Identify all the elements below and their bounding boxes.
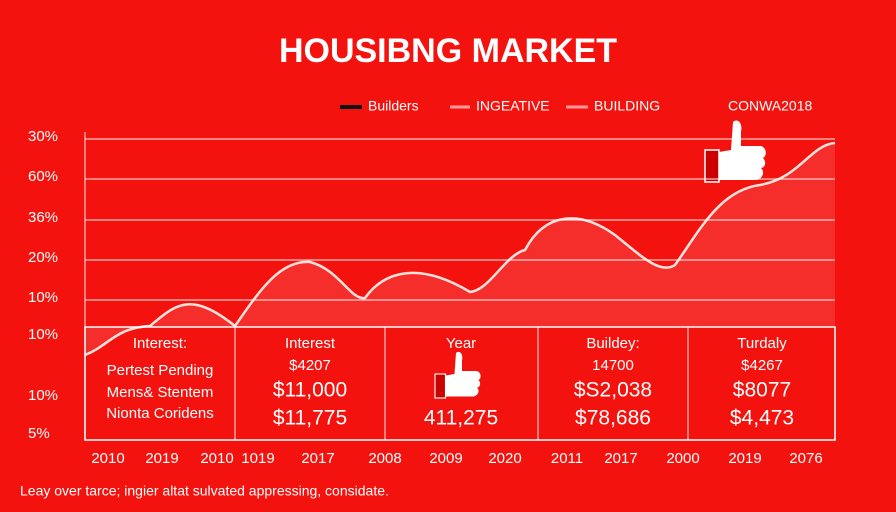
panel-frame: [84, 326, 836, 441]
footer: Leay over tarce; ingier altat sulvated a…: [20, 483, 389, 499]
panel-text: $8077: [733, 379, 791, 402]
y-axis-label: 20%: [28, 249, 58, 266]
legend-label: INGEATIVE: [476, 98, 550, 114]
panel-text: Turdaly: [737, 335, 787, 352]
x-axis-label: 2011: [551, 450, 583, 467]
x-axis-label: 2020: [488, 450, 521, 467]
legend-label: CONWA2018: [728, 98, 813, 114]
panel-text: 411,275: [424, 407, 498, 430]
panel-text: Year: [446, 335, 476, 352]
panel-text: 14700: [592, 357, 634, 374]
panel-text: Interest: [285, 335, 336, 352]
title: HOUSIBNG MARKET: [279, 32, 617, 70]
panel-text: $4207: [289, 357, 331, 374]
x-axis-label: 2010: [91, 450, 124, 467]
y-axis-label: 30%: [28, 128, 58, 145]
y-axis-label: 10%: [28, 387, 58, 404]
panel-text: $4,473: [730, 407, 794, 430]
x-axis-label: 2076: [789, 450, 822, 467]
y-axis-label: 60%: [28, 168, 58, 185]
panel-text: $11,775: [273, 407, 347, 430]
panel-text: Pertest Pending: [107, 362, 214, 379]
panel-text: Mens& Stentem: [107, 384, 214, 401]
y-axis-label: 10%: [28, 326, 58, 343]
legend-label: BUILDING: [594, 98, 660, 114]
x-axis-label: 2010: [200, 450, 233, 467]
x-axis-label: 2019: [728, 450, 761, 467]
legend-label: Builders: [368, 98, 419, 114]
panel-text: Interest:: [133, 335, 187, 352]
x-axis-label: 1019: [241, 450, 274, 467]
x-axis-label: 2017: [604, 450, 637, 467]
x-axis-label: 2009: [429, 450, 462, 467]
thumb-icon: [704, 120, 766, 183]
panel-text: $78,686: [575, 407, 651, 430]
y-axis-label: 5%: [28, 425, 50, 442]
y-axis-label: 36%: [28, 209, 58, 226]
panel-text: $S2,038: [574, 379, 652, 402]
thumb-icon: [434, 351, 481, 399]
panel-text: Nionta Coridens: [106, 405, 214, 422]
x-axis-label: 2008: [368, 450, 401, 467]
panels: [84, 326, 836, 441]
panel-text: $4267: [741, 357, 783, 374]
panel-text: Buildey:: [586, 335, 639, 352]
area-fill: [85, 143, 835, 355]
x-axis-label: 2019: [145, 450, 178, 467]
x-axis-label: 2017: [301, 450, 334, 467]
x-axis-label: 2000: [666, 450, 699, 467]
y-axis-label: 10%: [28, 289, 58, 306]
panel-text: $11,000: [273, 379, 347, 402]
